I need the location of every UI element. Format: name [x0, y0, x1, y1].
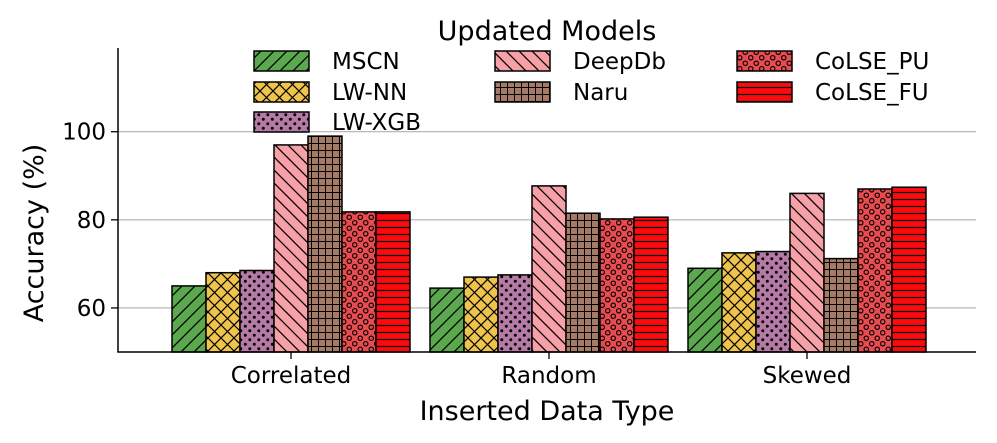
legend-item: Naru [494, 80, 628, 106]
legend-item: LW-NN [253, 80, 407, 106]
bar [857, 188, 893, 353]
x-tick-label: Random [501, 363, 596, 389]
bar [463, 276, 499, 353]
x-axis-label: Inserted Data Type [420, 396, 675, 427]
bar [239, 269, 275, 353]
y-tick-label: 60 [77, 296, 106, 322]
bar [633, 216, 669, 353]
legend-label: LW-XGB [332, 110, 421, 136]
legend-label: LW-NN [332, 80, 407, 106]
x-ticks: Correlated Random Skewed [231, 352, 852, 389]
x-tick-label: Correlated [231, 363, 352, 389]
legend-label: MSCN [332, 49, 400, 75]
y-ticks: 60 80 100 [62, 120, 118, 322]
bar [171, 285, 207, 353]
legend-label: CoLSE_FU [815, 80, 929, 106]
bar [755, 250, 791, 353]
legend-item: CoLSE_PU [736, 49, 929, 75]
y-axis-label: Accuracy (%) [19, 144, 50, 323]
bar [891, 186, 927, 353]
bar [565, 212, 601, 353]
bar [273, 144, 309, 353]
legend-label: Naru [573, 80, 628, 106]
bar [341, 211, 377, 353]
legend-item: CoLSE_FU [736, 80, 929, 106]
legend: MSCN LW-NN LW-XGB DeepDb Naru CoLSE_PU CoLSE_F… [253, 49, 929, 136]
bar [823, 257, 859, 353]
y-tick-label: 80 [77, 208, 106, 234]
bars [171, 135, 927, 353]
bar [429, 287, 465, 353]
bar [497, 274, 533, 353]
bar [721, 252, 757, 353]
x-tick-label: Skewed [763, 363, 852, 389]
legend-item: MSCN [253, 49, 400, 75]
y-tick-label: 100 [62, 120, 106, 146]
legend-title: Updated Models [438, 16, 657, 47]
legend-item: LW-XGB [253, 110, 421, 136]
legend-label: CoLSE_PU [815, 49, 929, 75]
bar [789, 192, 825, 353]
bar [307, 135, 343, 353]
bar [599, 218, 635, 353]
axes [117, 48, 976, 353]
bar [687, 267, 723, 353]
legend-item: DeepDb [494, 49, 666, 75]
legend-label: DeepDb [573, 49, 666, 75]
bar [205, 271, 241, 353]
bar [531, 185, 567, 353]
bar [375, 211, 411, 353]
